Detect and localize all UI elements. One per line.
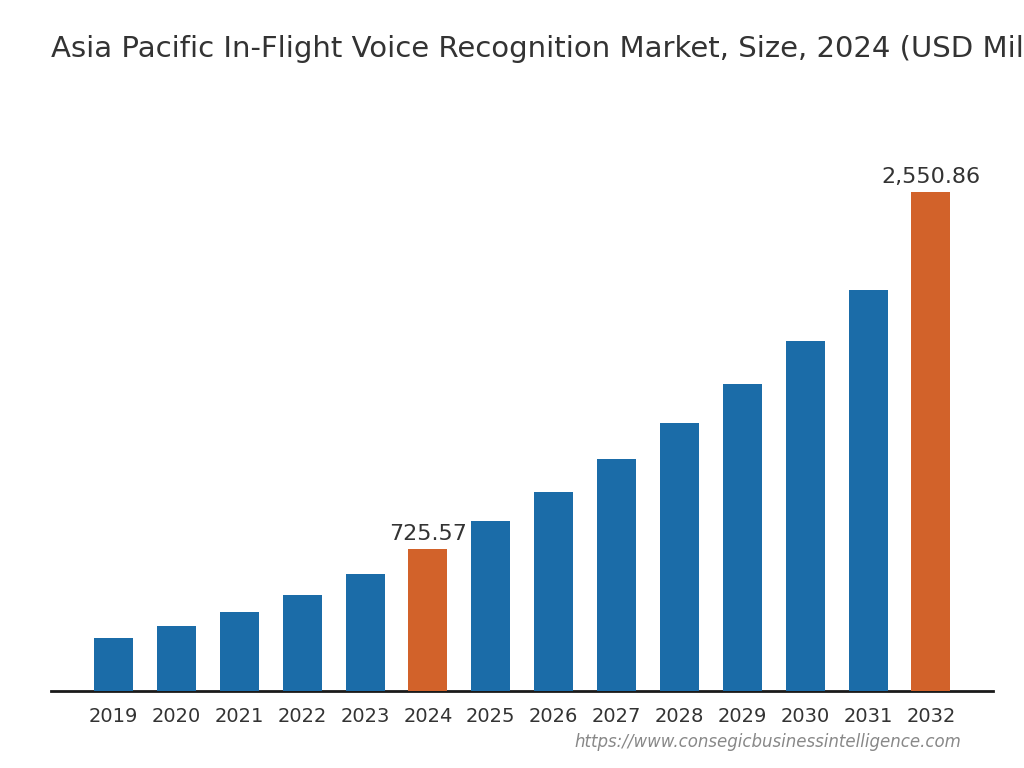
Bar: [723, 384, 762, 691]
Bar: [157, 626, 196, 691]
Bar: [94, 638, 133, 691]
Bar: [220, 612, 259, 691]
Text: 725.57: 725.57: [389, 525, 467, 545]
Bar: [471, 521, 510, 691]
Bar: [597, 459, 636, 691]
Bar: [785, 341, 824, 691]
Text: 2,550.86: 2,550.86: [882, 167, 981, 187]
Bar: [345, 574, 385, 691]
Bar: [409, 549, 447, 691]
Bar: [283, 595, 322, 691]
Bar: [849, 290, 888, 691]
Bar: [535, 492, 573, 691]
Text: https://www.consegicbusinessintelligence.com: https://www.consegicbusinessintelligence…: [574, 733, 962, 751]
Bar: [659, 423, 699, 691]
Bar: [911, 192, 950, 691]
Text: Asia Pacific In-Flight Voice Recognition Market, Size, 2024 (USD Million): Asia Pacific In-Flight Voice Recognition…: [51, 35, 1024, 64]
